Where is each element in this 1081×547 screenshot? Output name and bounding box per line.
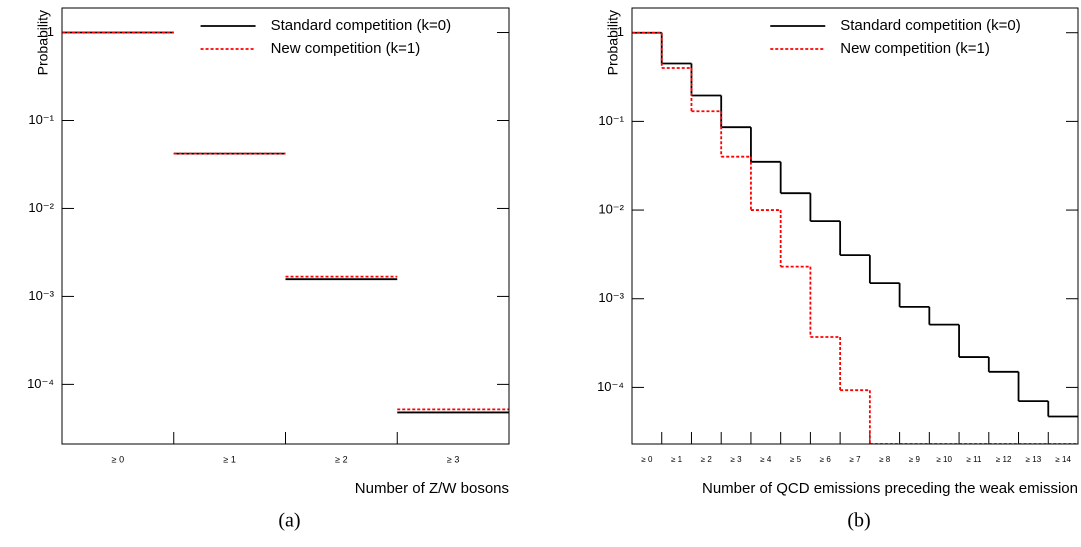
- y-tick-label: 10⁻¹: [28, 112, 54, 127]
- x-tick-label: ≥ 9: [909, 455, 921, 464]
- y-tick-label: 10⁻⁴: [597, 379, 624, 394]
- y-tick-label: 10⁻²: [28, 200, 54, 215]
- x-tick-label: ≥ 7: [849, 455, 861, 464]
- legend-label: Standard competition (k=0): [840, 17, 1021, 34]
- caption: (a): [278, 510, 300, 532]
- plot-area: [62, 31, 509, 414]
- x-tick-label: ≥ 12: [996, 455, 1012, 464]
- x-tick-label: ≥ 11: [966, 455, 981, 464]
- x-axis-title: Number of QCD emissions preceding the we…: [702, 480, 1078, 497]
- x-axis-title: Number of Z/W bosons: [355, 480, 509, 497]
- x-tick-label: ≥ 1: [671, 455, 683, 464]
- x-tick-label: ≥ 8: [879, 455, 891, 464]
- plot-frame: [631, 7, 1079, 445]
- y-tick-label: 10⁻²: [598, 201, 624, 216]
- y-tick-label: 10⁻⁴: [27, 376, 54, 391]
- chart: 1 10⁻¹ 10⁻² 10⁻³ 10⁻⁴ ≥ 0 ≥ 1 ≥ 2 ≥ 3 Number of Z…: [27, 7, 510, 532]
- x-tick-label: ≥ 1: [223, 454, 235, 464]
- x-tick-label: ≥ 5: [790, 455, 802, 464]
- x-tick-label: ≥ 10: [936, 455, 952, 464]
- y-tick-label: 10⁻¹: [598, 113, 624, 128]
- y-tick-label: 10⁻³: [28, 288, 54, 303]
- x-tick-label: ≥ 0: [112, 454, 124, 464]
- legend-label: New competition (k=1): [840, 40, 990, 57]
- x-tick-label: ≥ 0: [641, 455, 653, 464]
- caption: (b): [847, 510, 870, 532]
- x-tick-label: ≥ 3: [447, 454, 459, 464]
- y-tick-label: 10⁻³: [598, 290, 624, 305]
- x-tick-label: ≥ 4: [760, 455, 772, 464]
- y-tick-label: 1: [47, 24, 54, 39]
- x-tick-label: ≥ 13: [1026, 455, 1042, 464]
- y-tick-label: 1: [617, 24, 624, 39]
- x-tick-label: ≥ 3: [731, 455, 743, 464]
- plot-frame: [61, 7, 510, 445]
- chart: 1 10⁻¹ 10⁻² 10⁻³ 10⁻⁴ ≥ 0 ≥ 1 ≥ 2 ≥ 3 ≥ 4 ≥ 5 ≥ 6 ≥ …: [597, 7, 1079, 532]
- x-tick-label: ≥ 2: [335, 454, 347, 464]
- x-tick-label: ≥ 2: [701, 455, 713, 464]
- y-axis-title: Probability: [605, 10, 621, 75]
- legend-label: New competition (k=1): [271, 40, 421, 57]
- y-axis-title: Probability: [35, 10, 51, 75]
- x-tick-label: ≥ 6: [820, 455, 832, 464]
- legend-label: Standard competition (k=0): [271, 17, 452, 34]
- x-tick-label: ≥ 14: [1055, 455, 1071, 464]
- plot-area: [632, 31, 1078, 444]
